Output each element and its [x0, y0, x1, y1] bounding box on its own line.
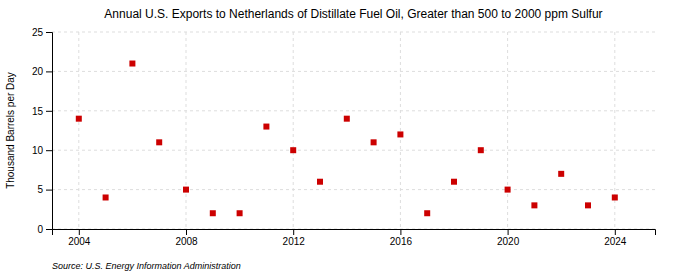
point	[531, 202, 537, 208]
x-axis-tick-label: 2020	[497, 236, 520, 247]
y-axis-tick-mark	[46, 150, 52, 151]
point	[478, 147, 484, 153]
y-axis-tick-label: 5	[37, 184, 43, 195]
y-axis-tick: 25	[32, 27, 52, 38]
y-axis-tick: 10	[32, 145, 52, 156]
point	[451, 179, 457, 185]
y-axis-tick: 15	[32, 106, 52, 117]
y-axis-tick-label: 15	[32, 106, 44, 117]
y-axis-tick-label: 20	[32, 66, 44, 77]
annotation: Source: U.S. Energy Information Administ…	[52, 261, 241, 271]
y-axis-tick: 0	[37, 224, 52, 235]
x-axis-tick-label: 2004	[68, 236, 91, 247]
x-axis-tick-label: 2008	[175, 236, 198, 247]
point	[558, 171, 564, 177]
y-axis-tick-mark	[46, 229, 52, 230]
chart: 2004 2008 2012 2016 2020 2024 0 5 10 15 20 25 Annual…	[0, 0, 675, 275]
point	[103, 194, 109, 200]
x-axis-tick: 2024	[604, 229, 627, 247]
point	[397, 131, 403, 137]
x-axis: 2004 2008 2012 2016 2020 2024	[53, 229, 656, 247]
point	[585, 202, 591, 208]
y-axis-tick-mark	[46, 32, 52, 33]
marks	[76, 61, 618, 217]
point	[344, 116, 350, 122]
plot-area: 2004 2008 2012 2016 2020 2024 0 5 10 15 20 25	[32, 27, 656, 247]
x-axis-tick: 2008	[175, 229, 198, 247]
grid-line-y	[52, 32, 655, 33]
x-axis-tick-mark	[186, 229, 187, 235]
grid	[52, 32, 655, 229]
point	[129, 61, 135, 67]
point	[263, 124, 269, 130]
title: Annual U.S. Exports to Netherlands of Di…	[104, 7, 602, 21]
grid-line-y	[52, 150, 655, 151]
grid-line-x	[293, 32, 294, 229]
grid-line-y	[52, 71, 655, 72]
y-axis-title: Thousand Barrels per Day	[5, 72, 16, 189]
point	[210, 210, 216, 216]
point	[424, 210, 430, 216]
x-axis-tick-label: 2012	[283, 236, 306, 247]
y-axis-tick: 5	[37, 184, 52, 195]
y-axis-line	[46, 33, 53, 230]
point	[317, 179, 323, 185]
grid-line-y	[52, 189, 655, 190]
point	[76, 116, 82, 122]
x-axis-tick-mark	[293, 229, 294, 235]
x-axis-tick-mark	[615, 229, 616, 235]
x-axis-tick: 2020	[497, 229, 520, 247]
point	[371, 139, 377, 145]
point	[156, 139, 162, 145]
point	[237, 210, 243, 216]
y-axis-tick-mark	[46, 71, 52, 72]
x-axis-line	[53, 230, 656, 236]
y-axis-tick-label: 10	[32, 145, 44, 156]
grid-line-x	[186, 32, 187, 229]
point	[612, 194, 618, 200]
y-axis: 0 5 10 15 20 25	[32, 27, 53, 235]
grid-line-x	[400, 32, 401, 229]
grid-line-y	[52, 110, 655, 111]
x-axis-tick-label: 2016	[390, 236, 413, 247]
y-axis-tick-label: 0	[37, 224, 43, 235]
y-axis-tick-mark	[46, 111, 52, 112]
x-axis-tick: 2016	[390, 229, 413, 247]
point	[290, 147, 296, 153]
y-axis-tick: 20	[32, 66, 52, 77]
x-axis-tick-mark	[508, 229, 509, 235]
x-axis-tick: 2004	[68, 229, 91, 247]
y-axis-tick-mark	[46, 190, 52, 191]
point	[505, 187, 511, 193]
point	[183, 187, 189, 193]
x-axis-tick: 2012	[283, 229, 306, 247]
grid-line-x	[78, 32, 79, 229]
x-axis-tick-mark	[400, 229, 401, 235]
x-axis-tick-mark	[79, 229, 80, 235]
x-axis-tick-label: 2024	[604, 236, 627, 247]
y-axis-tick-label: 25	[32, 27, 44, 38]
grid-line-x	[507, 32, 508, 229]
